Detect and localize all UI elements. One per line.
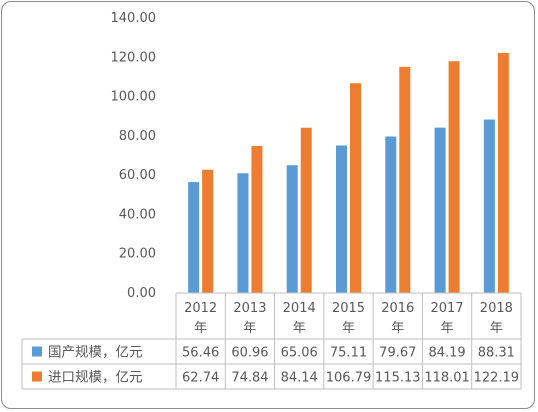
legend-label: 进口规模，亿元 — [48, 370, 143, 386]
data-label: 75.11 — [330, 346, 367, 361]
legend-label: 国产规模，亿元 — [48, 345, 143, 361]
y-tick-label: 120.00 — [111, 50, 157, 65]
data-label: 88.31 — [478, 346, 515, 361]
bar-import — [202, 169, 214, 293]
bar-import — [300, 127, 312, 293]
data-label: 84.19 — [428, 346, 465, 361]
x-tick-label: 2017 — [431, 301, 464, 316]
data-label: 65.06 — [281, 346, 318, 361]
x-tick-label: 年 — [391, 321, 404, 336]
data-label: 118.01 — [424, 371, 470, 386]
bar-domestic — [237, 173, 249, 293]
x-tick-label: 2015 — [332, 301, 365, 316]
bar-domestic — [434, 127, 446, 293]
data-label: 60.96 — [231, 346, 268, 361]
data-label: 62.74 — [182, 371, 219, 386]
data-label: 56.46 — [182, 346, 219, 361]
data-label: 84.14 — [281, 371, 318, 386]
bar-domestic — [483, 119, 495, 293]
y-tick-label: 60.00 — [119, 168, 156, 183]
data-label: 122.19 — [474, 371, 520, 386]
bar-domestic — [188, 182, 200, 293]
y-tick-label: 100.00 — [111, 90, 157, 105]
y-tick-label: 80.00 — [119, 129, 156, 144]
x-tick-label: 年 — [490, 321, 503, 336]
data-label: 115.13 — [375, 371, 421, 386]
x-tick-label: 2014 — [283, 301, 316, 316]
data-label: 74.84 — [231, 371, 268, 386]
bar-import — [251, 145, 263, 293]
data-label: 79.67 — [379, 346, 416, 361]
x-tick-label: 年 — [293, 321, 306, 336]
x-tick-label: 年 — [243, 321, 256, 336]
bar-import — [399, 66, 411, 294]
bar-domestic — [336, 145, 347, 293]
bar-import — [448, 61, 460, 293]
y-tick-label: 140.00 — [111, 11, 157, 26]
x-tick-label: 年 — [441, 321, 454, 336]
y-tick-label: 0.00 — [127, 286, 156, 301]
x-tick-label: 2012 — [184, 301, 217, 316]
y-tick-label: 20.00 — [119, 247, 156, 262]
y-tick-label: 40.00 — [119, 207, 156, 222]
x-tick-label: 年 — [342, 321, 355, 336]
bar-domestic — [286, 165, 298, 293]
x-tick-label: 2016 — [381, 301, 414, 316]
bar-import — [350, 83, 361, 294]
bar-import — [497, 52, 509, 293]
bar-domestic — [385, 136, 397, 293]
x-tick-label: 2018 — [480, 301, 513, 316]
data-label: 106.79 — [326, 371, 372, 386]
legend-swatch — [32, 346, 42, 357]
x-tick-label: 2013 — [233, 301, 266, 316]
x-tick-label: 年 — [194, 321, 207, 336]
legend-swatch — [32, 371, 42, 382]
